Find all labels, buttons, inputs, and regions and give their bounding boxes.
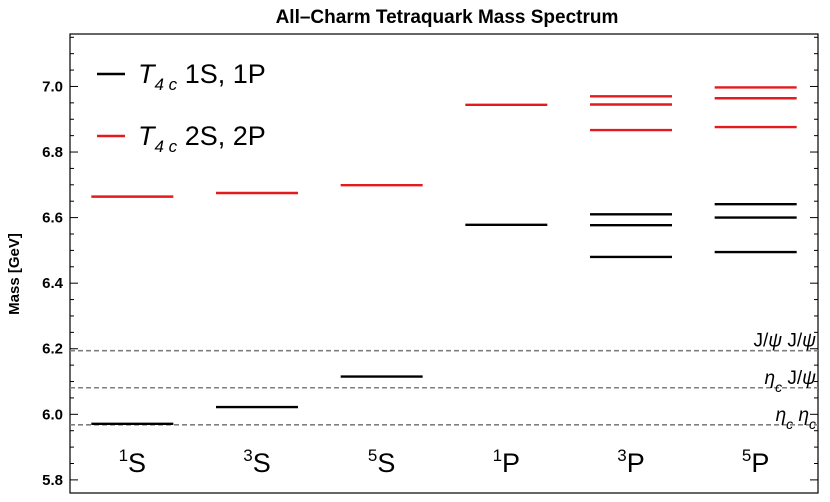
plot-frame	[69, 33, 819, 494]
category-label: 5S	[368, 446, 395, 478]
category-labels: 1S 3S 5S 1P 3P 5P	[119, 446, 770, 478]
threshold-lines: J/ψ J/ψ ηc J/ψ ηc ηc	[70, 331, 818, 432]
mass-levels	[91, 86, 797, 426]
y-tick-label: 6.8	[42, 144, 63, 161]
category-label: 1S	[119, 446, 146, 478]
category-label: 5P	[742, 446, 769, 478]
y-tick-label: 7.0	[42, 78, 63, 95]
y-tick-label: 6.0	[42, 406, 63, 423]
y-tick-label: 5.8	[42, 472, 63, 489]
category-label: 1P	[493, 446, 520, 478]
y-tick-label: 6.6	[42, 210, 63, 227]
legend: T4 c 1S, 1P T4 c 2S, 2P	[97, 59, 266, 156]
y-tick-label: 6.4	[42, 275, 64, 292]
threshold-label: J/ψ J/ψ	[754, 331, 817, 352]
y-tick-label: 6.2	[42, 341, 63, 358]
chart-title: All–Charm Tetraquark Mass Spectrum	[276, 7, 619, 28]
legend-entry: T4 c 2S, 2P	[138, 121, 266, 156]
category-label: 3P	[617, 446, 644, 478]
threshold-label: ηc ηc	[776, 405, 816, 432]
legend-entry: T4 c 1S, 1P	[138, 59, 266, 94]
threshold-label: ηc J/ψ	[765, 368, 817, 395]
plot-border	[69, 33, 819, 494]
y-axis-label: Mass [GeV]	[6, 233, 23, 315]
category-label: 3S	[243, 446, 270, 478]
y-axis: 5.8 6.0 6.2 6.4 6.6 6.8 7.0	[42, 36, 818, 489]
